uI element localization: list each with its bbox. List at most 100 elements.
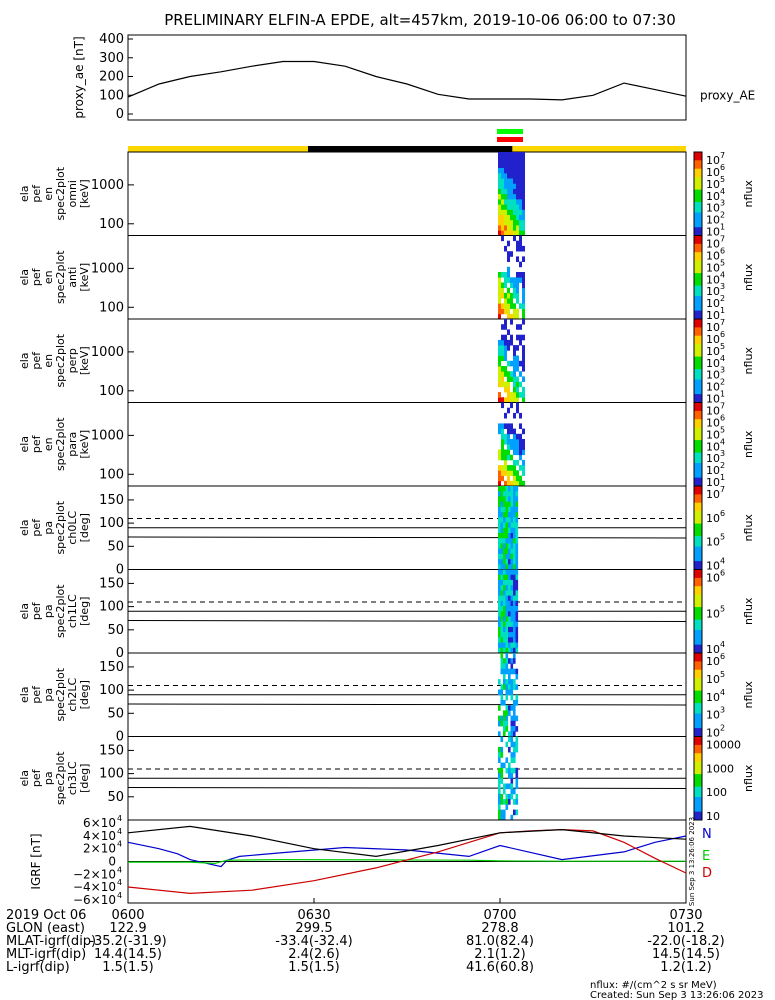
colorbar-cell (694, 579, 702, 583)
colorbar-cell (694, 538, 702, 541)
spectrogram-cell (505, 611, 509, 617)
colorbar-cell (694, 375, 702, 378)
spectrogram-cell (513, 360, 516, 367)
colorbar-cell (694, 513, 702, 516)
spectrogram-cell (516, 188, 519, 195)
xaxis-row-value: 1.5(1.5) (288, 960, 340, 975)
colorbar-cell (694, 592, 702, 595)
spectrogram-cell (519, 381, 522, 388)
spectrogram-cell (504, 386, 507, 393)
spectrogram-cell (507, 439, 510, 445)
spectrogram-cell (500, 668, 504, 675)
spectrogram-cell (513, 376, 516, 382)
spectrogram-cell (501, 470, 504, 476)
colorbar-cell (694, 815, 702, 819)
spectrogram-cell (508, 746, 511, 753)
spectrogram-cell (522, 465, 525, 471)
spectrogram-cell (516, 282, 519, 289)
colorbar-cell (694, 337, 702, 341)
xaxis-row-value: -22.0(-18.2) (647, 934, 724, 949)
spectrogram-cell (501, 402, 504, 409)
colorbar-cell (694, 256, 702, 259)
colorbar-cell (694, 356, 702, 360)
spectrogram-cell (504, 162, 507, 168)
colorbar-cell (694, 181, 702, 184)
spectrogram-cell (515, 533, 519, 539)
spectrogram-cell (500, 569, 504, 576)
colorbar-tick-exponent: 5 (720, 670, 725, 679)
spectrogram-cell (515, 553, 519, 560)
colorbar-cell (694, 360, 702, 364)
colorbar-cell (694, 807, 702, 810)
spectrogram-cell (510, 585, 514, 591)
colorbar-cell (694, 696, 702, 700)
spectrogram-cell (505, 501, 509, 508)
colorbar-cell (694, 164, 702, 167)
colorbar-cell (694, 552, 702, 556)
spectrogram-cell (501, 381, 504, 388)
spectrogram-cell (519, 178, 522, 184)
colorbar-tick-label: 10 (706, 202, 720, 215)
spectrogram-cell (505, 726, 509, 732)
colorbar-cell (694, 582, 702, 585)
colorbar-cell (694, 617, 702, 620)
colorbar-cell (694, 682, 702, 685)
colorbar-cell (694, 321, 702, 324)
colorbar-cell (694, 254, 702, 257)
spectrogram-cell (522, 256, 525, 262)
spectrogram-ylabel: spec2plot (54, 333, 67, 387)
spectrogram-cell (510, 783, 514, 790)
colorbar-cell (694, 509, 702, 512)
spectrogram-cell (516, 334, 519, 341)
colorbar-cell (694, 721, 702, 725)
colorbar-cell (694, 588, 702, 591)
colorbar-tick-exponent: 5 (720, 175, 725, 184)
xaxis-row-value: 0630 (297, 908, 330, 923)
spectrogram-cell (498, 637, 501, 643)
colorbar-tick-label: 10 (706, 166, 720, 179)
colorbar-cell (694, 640, 702, 643)
colorbar-cell (694, 212, 702, 215)
spectrogram-cell (508, 548, 511, 555)
colorbar-cell (694, 611, 702, 614)
spectrogram-cell (500, 579, 504, 586)
spectrogram-cell (503, 585, 506, 591)
spectrogram-cell (516, 162, 519, 168)
colorbar-tick-exponent: 3 (720, 449, 725, 458)
spectrogram-cell (501, 287, 504, 294)
spectrogram-cell (498, 731, 501, 737)
spectrogram-cell (519, 245, 522, 252)
colorbar-cell (694, 333, 702, 337)
spectrogram-cell (505, 491, 509, 497)
spectrogram-cell (500, 486, 504, 492)
spectrogram-cell (505, 600, 509, 607)
colorbar-cell (694, 166, 702, 170)
vertical-timestamp: Sun Sep 3 13:26:06 2023 (688, 817, 696, 906)
spectrogram-cell (507, 256, 510, 262)
colorbar-cell (694, 615, 702, 618)
colorbar-tick-exponent: 2 (720, 461, 725, 470)
spectrogram-cell (505, 705, 509, 711)
spectrogram-cell (498, 397, 501, 403)
colorbar-cell (694, 769, 702, 773)
spectrogram-cell (498, 392, 501, 398)
spectrogram-cell (503, 809, 506, 816)
spectrogram-cell (501, 444, 504, 450)
ephemeris-night-bar (308, 146, 513, 152)
spectrogram-cell (500, 506, 504, 513)
colorbar-cell (694, 410, 702, 414)
igrf-series-label: E (702, 849, 710, 864)
colorbar-cell (694, 755, 702, 758)
colorbar-cell (694, 404, 702, 408)
spectrogram-cell (513, 611, 516, 617)
spectrogram-cell (513, 303, 516, 309)
colorbar-cell (694, 158, 702, 161)
spectrogram-cell (513, 350, 516, 356)
spectrogram-cell (507, 308, 510, 315)
spectrogram-cell (519, 412, 522, 419)
spectrogram-cell (498, 752, 501, 758)
spectrogram-cell (510, 538, 514, 544)
spectrogram-cell (516, 157, 519, 163)
spectrogram-ylabel: ela (18, 436, 31, 453)
